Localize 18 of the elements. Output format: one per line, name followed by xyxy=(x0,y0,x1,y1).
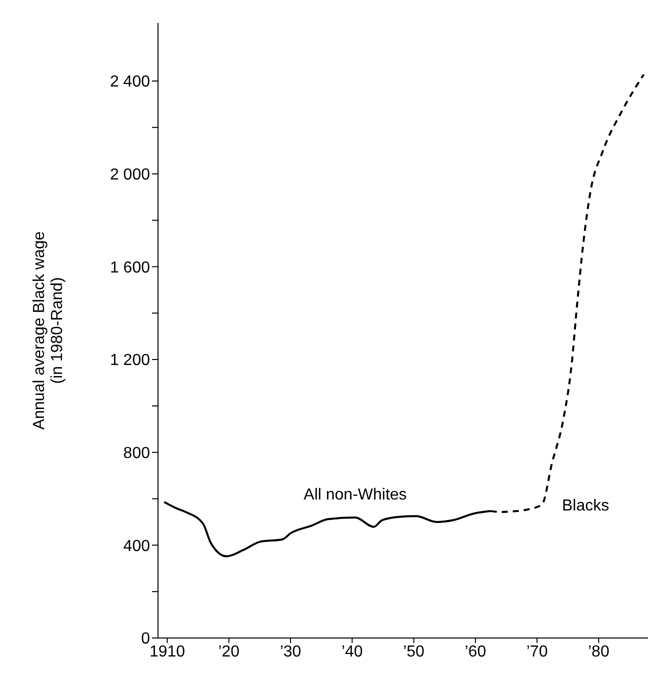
series-label: Blacks xyxy=(562,498,610,515)
x-tick-label: ’80 xyxy=(588,643,610,660)
y-tick-label: 2 400 xyxy=(110,74,150,91)
y-tick-label: 800 xyxy=(123,445,150,462)
x-tick-label: ’30 xyxy=(280,643,302,660)
x-tick-label: 1910 xyxy=(149,643,186,660)
x-tick-label: ’40 xyxy=(341,643,363,660)
x-tick-label: ’60 xyxy=(464,643,486,660)
y-tick-label: 400 xyxy=(123,538,150,555)
series-label: All non-Whites xyxy=(304,486,407,504)
x-tick-label: ’70 xyxy=(526,643,548,660)
x-tick-label: ’20 xyxy=(218,643,240,660)
y-tick-label: 0 xyxy=(141,630,150,648)
y-axis-title: Annual average Black wage (in 1980-Rand) xyxy=(31,231,66,430)
x-tick-label: ’50 xyxy=(403,643,425,660)
y-tick-label: 1 600 xyxy=(110,259,150,276)
y-tick-label: 2 000 xyxy=(110,166,150,184)
y-tick-label: 1 200 xyxy=(110,352,150,370)
